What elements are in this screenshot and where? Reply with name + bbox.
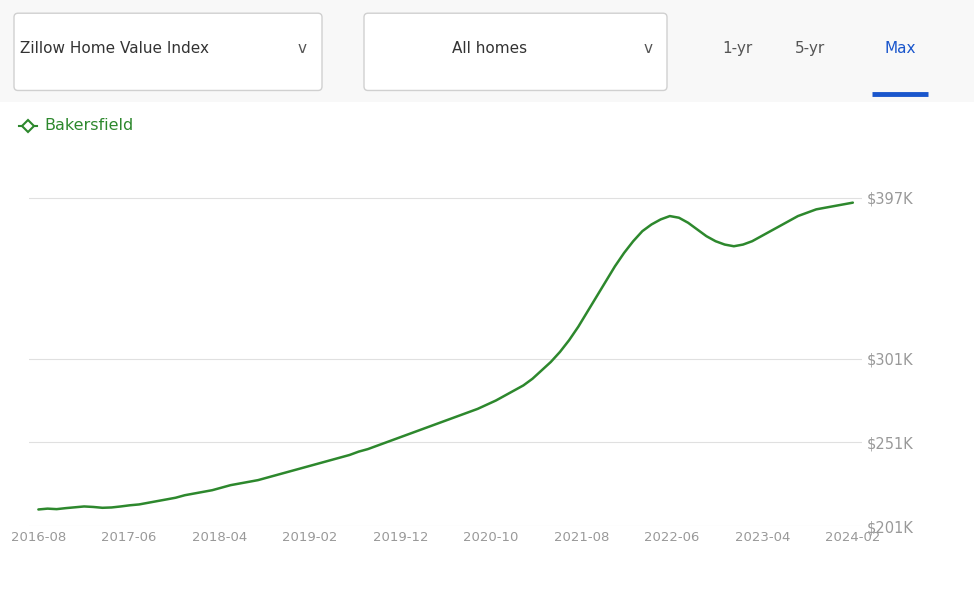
Text: v: v [297,41,307,56]
Text: 5-yr: 5-yr [795,41,825,56]
Text: Bakersfield: Bakersfield [45,118,134,133]
Text: All homes: All homes [453,41,528,56]
Text: v: v [644,41,653,56]
FancyBboxPatch shape [0,0,974,102]
Text: Zillow Home Value Index: Zillow Home Value Index [20,41,209,56]
Text: 1-yr: 1-yr [722,41,752,56]
Text: Max: Max [884,41,916,56]
FancyBboxPatch shape [14,13,322,90]
FancyBboxPatch shape [364,13,667,90]
